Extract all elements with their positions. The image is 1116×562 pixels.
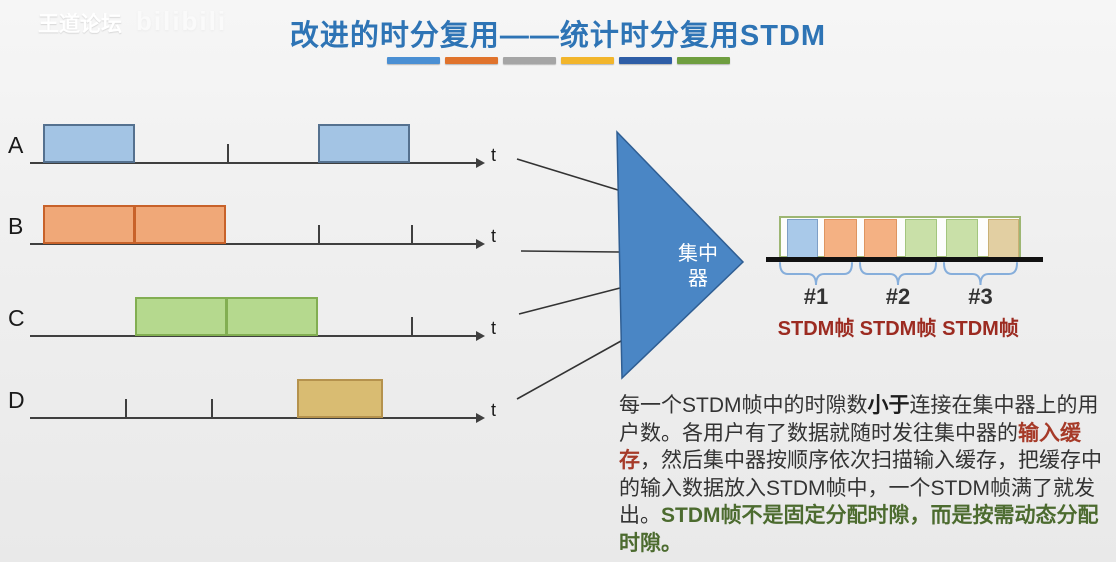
frame-slot xyxy=(905,219,937,258)
signal-block xyxy=(135,297,227,336)
frame-group-number: #2 xyxy=(885,284,911,309)
paragraph-segment-bold: 小于 xyxy=(867,394,910,417)
axis-tick xyxy=(411,317,413,336)
timeline-axis xyxy=(30,335,476,337)
axis-tick xyxy=(411,225,413,244)
connector-line-a xyxy=(516,158,619,191)
frame-baseline xyxy=(766,257,1043,262)
paragraph-segment-normal: ，然后集中器按顺序依次扫描输入缓存，把缓存中的输入数据放入STDM帧中，一个ST… xyxy=(619,449,1102,527)
frame-slot xyxy=(946,219,978,258)
underline-bar xyxy=(502,57,556,64)
frame-group-number: #1 xyxy=(803,284,829,309)
underline-bar xyxy=(676,57,730,64)
stdm-frame-label: STDM帧 xyxy=(859,318,937,340)
timeline-axis-arrowhead xyxy=(476,239,485,249)
timeline-row-label: B xyxy=(8,213,24,239)
watermark: 王道论坛 bilibili xyxy=(38,6,228,39)
page-title: 改进的时分复用——统计时分复用STDM xyxy=(0,12,1116,54)
frame-brace xyxy=(943,262,1018,286)
timeline-axis-arrowhead xyxy=(476,413,485,423)
signal-block xyxy=(43,124,135,163)
connector-line-b xyxy=(520,250,620,253)
signal-block xyxy=(226,297,318,336)
timeline-axis xyxy=(30,243,476,245)
frame-braces xyxy=(779,262,1018,286)
paragraph-segment-green: STDM帧不是固定分配时隙，而是按需动态分配时隙。 xyxy=(619,504,1099,555)
time-axis-t-label: t xyxy=(491,400,497,420)
timeline-axis xyxy=(30,417,476,419)
underline-bar xyxy=(618,57,672,64)
frame-slot xyxy=(864,219,897,258)
axis-tick xyxy=(318,225,320,244)
page-title-acronym: STDM xyxy=(739,20,827,52)
explanation-paragraph: 每一个STDM帧中的时隙数小于连接在集中器上的用户数。各用户有了数据就随时发往集… xyxy=(619,392,1113,557)
timeline-row-label: C xyxy=(8,305,25,331)
frame-brace xyxy=(859,262,937,286)
signal-block xyxy=(43,205,135,244)
watermark-brand: 王道论坛 xyxy=(38,13,122,36)
frame-group-number: #3 xyxy=(968,284,993,309)
paragraph-segment-normal: 每一个STDM帧中的时隙数 xyxy=(619,394,868,417)
connector-line-c xyxy=(518,287,621,315)
frame-slot xyxy=(988,219,1019,258)
frame-brace xyxy=(779,262,853,286)
timeline-axis-arrowhead xyxy=(476,331,485,341)
time-axis-t-label: t xyxy=(491,226,497,246)
signal-block xyxy=(134,205,226,244)
concentrator-label: 集中 器 xyxy=(655,242,741,292)
bilibili-logo-watermark: bilibili xyxy=(136,6,228,36)
signal-block xyxy=(318,124,410,163)
timeline-axis-arrowhead xyxy=(476,158,485,168)
page-title-text: 改进的时分复用——统计时分复用 xyxy=(289,20,740,52)
time-axis-t-label: t xyxy=(491,318,497,338)
axis-tick xyxy=(211,399,213,418)
connector-line-d xyxy=(516,340,622,400)
timeline-row-label: D xyxy=(8,387,25,413)
axis-tick xyxy=(125,399,127,418)
axis-tick xyxy=(227,144,229,163)
time-axis-t-label: t xyxy=(491,145,497,165)
underline-bar xyxy=(560,57,614,64)
stdm-frame-label: STDM帧 xyxy=(777,318,855,340)
frame-slot xyxy=(824,219,857,258)
title-underline-bars xyxy=(0,57,1116,64)
underline-bar xyxy=(444,57,498,64)
paragraph-segment-normal: 连接在集中器上的用户数。各用户有了数据就随时发往集中器的 xyxy=(619,394,1099,445)
timeline-row-label: A xyxy=(8,132,24,158)
paragraph-segment-red: 输入缓存 xyxy=(619,421,1081,473)
concentrator-label-line1: 集中 xyxy=(678,243,718,265)
timeline-axis xyxy=(30,162,476,164)
signal-block xyxy=(297,379,383,418)
underline-bar xyxy=(386,57,440,64)
concentrator-label-line2: 器 xyxy=(688,268,708,290)
stdm-frame-label: STDM帧 xyxy=(942,318,1019,340)
frame-slot xyxy=(787,219,818,258)
